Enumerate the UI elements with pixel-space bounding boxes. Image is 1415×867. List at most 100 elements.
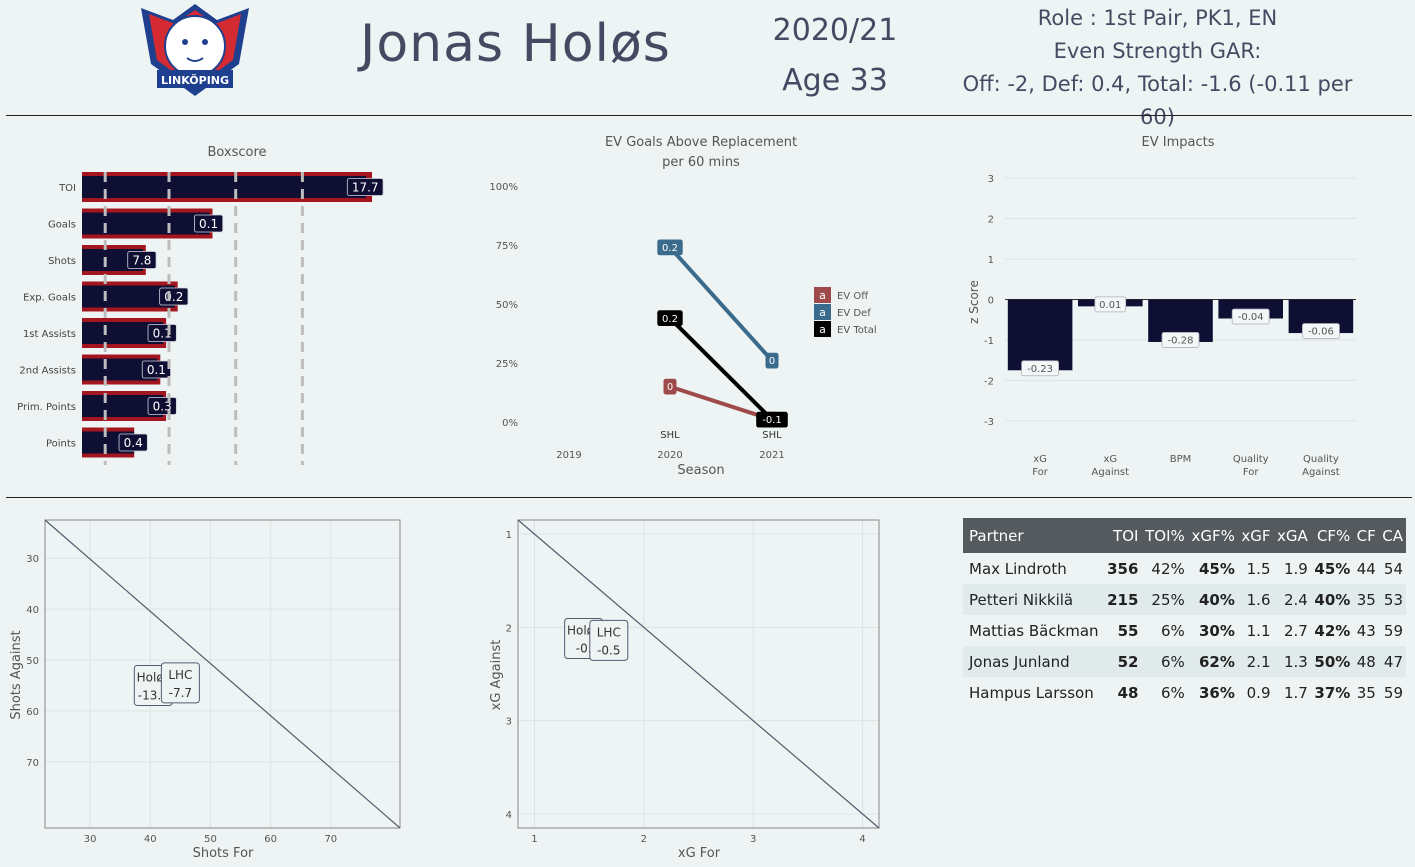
impacts-value-label: -0.23 xyxy=(1027,364,1053,375)
boxscore-player-bar xyxy=(82,176,367,198)
gar-values: Off: -2, Def: 0.4, Total: -1.6 (-0.11 pe… xyxy=(962,72,1353,129)
partner-stat-cell: 35 xyxy=(1353,677,1379,708)
impacts-category-line2: Against xyxy=(1092,467,1130,478)
scatter-point-value: -0.5 xyxy=(597,643,620,657)
impacts-category-line1: xG xyxy=(1103,454,1117,465)
partners-header-row: Partner TOI TOI% xGF% xGF xGA CF% CF CA xyxy=(963,518,1406,553)
impacts-category-line2: Against xyxy=(1302,467,1340,478)
gar-point-label-box xyxy=(657,310,683,327)
xg-ylabel: xG Against xyxy=(489,640,504,711)
impacts-value-label-box xyxy=(1021,360,1059,377)
partner-stat-cell: 2.4 xyxy=(1273,584,1311,615)
scatter-y-tick: 3 xyxy=(506,717,512,728)
partners-table: Partner TOI TOI% xGF% xGF xGA CF% CF CA Max Lind… xyxy=(963,518,1406,708)
partner-stat-cell: 0.9 xyxy=(1237,677,1274,708)
gar-series-line xyxy=(668,316,774,422)
gar-point-label: 0.2 xyxy=(662,314,678,325)
partner-stat-cell: 48 xyxy=(1353,646,1379,677)
gar-league-label: SHL xyxy=(660,430,680,441)
partner-stat-cell: 36% xyxy=(1187,677,1238,708)
scatter-y-tick: 60 xyxy=(26,707,39,718)
partner-stat-cell: 45% xyxy=(1187,553,1238,584)
impacts-value-label: -0.04 xyxy=(1238,312,1264,323)
partners-column-header: TOI xyxy=(1103,518,1142,553)
gar-point-label: 0 xyxy=(769,356,775,367)
table-row: Mattias Bäckman 55 6% 30% 1.1 2.7 42% 43 59 xyxy=(963,615,1406,646)
partner-stat-cell: 45% xyxy=(1310,553,1354,584)
xg-scatter: xG For xG Against 1 2 3 41234Holøs-0.LHC-0.… xyxy=(489,519,880,861)
partner-stat-cell: 40% xyxy=(1187,584,1238,615)
scatter-point-value: -0. xyxy=(576,642,592,656)
partners-column-header: CF% xyxy=(1310,518,1354,553)
scatter-x-tick: 3 xyxy=(750,834,756,845)
player-name: Jonas Holøs xyxy=(360,14,671,74)
partner-stat-cell: 1.1 xyxy=(1237,615,1274,646)
gar-y-tick: 75% xyxy=(496,241,518,252)
scatter-y-tick: 1 xyxy=(506,530,512,541)
gar-x-tick: 2021 xyxy=(759,450,784,461)
impacts-category-line2: For xyxy=(1243,467,1260,478)
xg-xlabel: xG For xyxy=(678,846,721,861)
partners-column-header: Partner xyxy=(963,518,1104,553)
boxscore-chart: Boxscore TOI 17.7 Goals 0.1 Shots 7.8 Exp. Goa… xyxy=(17,145,384,465)
boxscore-value-label-box xyxy=(141,360,171,379)
partner-stat-cell: 48 xyxy=(1103,677,1142,708)
partner-stat-cell: 1.7 xyxy=(1273,677,1311,708)
impacts-category-line1: BPM xyxy=(1170,454,1192,465)
gar-legend-swatch xyxy=(814,321,831,337)
ev-impacts-chart: EV Impacts z Score 3 2 1 0 -1 -2 -3 -0.23 xG For 0… xyxy=(967,135,1356,478)
boxscore-value-label: 17.7 xyxy=(352,180,379,194)
scatter-x-tick: 30 xyxy=(84,834,97,845)
logo-text: LINKÖPING xyxy=(161,73,229,87)
team-logo: LINKÖPING xyxy=(135,2,255,102)
partner-stat-cell: 40% xyxy=(1310,584,1354,615)
role-block: Role : 1st Pair, PK1, EN Even Strength G… xyxy=(950,2,1365,134)
ev-gar-chart: EV Goals Above Replacement per 60 mins S… xyxy=(489,135,877,478)
boxscore-value-label: 0.1 xyxy=(199,217,218,231)
partner-stat-cell: 1.9 xyxy=(1273,553,1311,584)
gar-title: EV Goals Above Replacement xyxy=(605,135,797,150)
partner-stat-cell: 50% xyxy=(1310,646,1354,677)
section-divider xyxy=(6,497,1412,498)
boxscore-category-label: Points xyxy=(46,439,76,450)
scatter-y-tick: 4 xyxy=(506,810,512,821)
scatter-y-tick: 40 xyxy=(26,605,39,616)
boxscore-category-label: Prim. Points xyxy=(17,402,76,413)
partner-stat-cell: 30% xyxy=(1187,615,1238,646)
boxscore-player-bar xyxy=(82,358,158,381)
scatter-x-tick: 60 xyxy=(264,834,277,845)
scatter-diagonal xyxy=(517,519,880,829)
partner-stat-cell: 62% xyxy=(1187,646,1238,677)
partner-name-cell: Hampus Larsson xyxy=(963,677,1104,708)
partner-stat-cell: 59 xyxy=(1378,677,1406,708)
partner-stat-cell: 1.3 xyxy=(1273,646,1311,677)
impacts-category-line1: Quality xyxy=(1233,454,1269,465)
boxscore-value-label: 0.1 xyxy=(153,326,172,340)
gar-legend-entry: EV Total xyxy=(837,325,877,336)
shots-ylabel: Shots Against xyxy=(9,630,24,719)
partner-stat-cell: 6% xyxy=(1141,646,1188,677)
gar-legend-glyph: a xyxy=(819,306,826,319)
boxscore-category-label: Goals xyxy=(48,220,76,231)
partner-stat-cell: 42% xyxy=(1310,615,1354,646)
gar-subtitle: per 60 mins xyxy=(662,155,740,170)
partner-stat-cell: 44 xyxy=(1353,553,1379,584)
partners-column-header: xGF xyxy=(1237,518,1274,553)
partners-column-header: xGF% xyxy=(1187,518,1238,553)
boxscore-value-label-box xyxy=(194,214,224,233)
boxscore-value-label-box xyxy=(118,433,148,452)
boxscore-category-label: Shots xyxy=(48,256,76,267)
partner-stat-cell: 53 xyxy=(1378,584,1406,615)
boxscore-value-label: 0.1 xyxy=(147,363,166,377)
shots-xlabel: Shots For xyxy=(193,846,254,861)
table-row: Petteri Nikkilä 215 25% 40% 1.6 2.4 40% 35 53 xyxy=(963,584,1406,615)
gar-series-line xyxy=(669,384,773,422)
gar-point-label: 0.2 xyxy=(662,243,678,254)
partner-stat-cell: 6% xyxy=(1141,615,1188,646)
boxscore-category-label: 2nd Assists xyxy=(19,366,76,377)
gar-legend-swatch xyxy=(814,287,831,303)
impacts-value-label-box xyxy=(1231,308,1270,325)
impacts-y-tick: 1 xyxy=(988,255,994,266)
partner-name-cell: Jonas Junland xyxy=(963,646,1104,677)
impacts-value-label: 0.01 xyxy=(1099,300,1121,311)
